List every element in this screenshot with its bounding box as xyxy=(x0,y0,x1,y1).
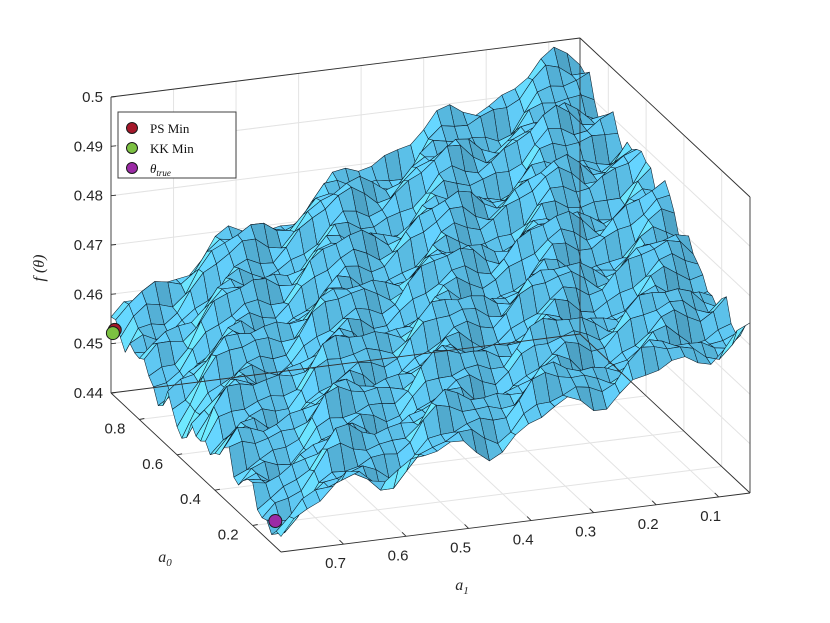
axis-edge xyxy=(280,492,751,553)
y-tick-mark xyxy=(214,488,220,491)
x-tick-label: 0.7 xyxy=(325,555,346,572)
tick-labels: 0.44 0.45 0.46 0.47 0.48 0.49 0.5 0.2 0.4 0.6 0.8 0… xyxy=(74,89,721,572)
z-tick-label: 0.5 xyxy=(82,89,103,106)
legend-marker xyxy=(126,142,138,154)
grid-line-y-floor xyxy=(252,466,722,526)
x-tick-mark xyxy=(401,531,407,537)
z-tick-label: 0.49 xyxy=(74,138,103,155)
x-tick-label: 0.5 xyxy=(450,539,471,556)
z-tick-mark xyxy=(110,342,117,345)
x-tick-mark xyxy=(589,508,594,513)
x-tick-mark xyxy=(464,524,469,529)
x-tick-label: 0.1 xyxy=(700,508,721,525)
surface-patch xyxy=(276,516,295,537)
x-tick-mark xyxy=(714,492,720,498)
legend-label: KK Min xyxy=(150,141,194,156)
marker-points xyxy=(105,322,283,529)
x-tick-mark xyxy=(526,516,532,521)
axis-edge xyxy=(579,37,751,198)
axis-edge xyxy=(110,37,581,98)
y-tick-label: 0.4 xyxy=(180,491,201,508)
z-tick-label: 0.47 xyxy=(74,237,103,254)
z-tick-mark xyxy=(110,244,117,246)
z-tick-mark xyxy=(110,392,117,394)
x-tick-label: 0.2 xyxy=(638,516,659,533)
axes-box xyxy=(110,37,751,553)
z-tick-mark xyxy=(110,96,117,98)
legend-label: PS Min xyxy=(150,121,190,136)
point-kk-min xyxy=(105,326,120,341)
legend: PS Min KK Min θtrue xyxy=(117,111,237,179)
z-tick-mark xyxy=(110,293,117,295)
legend-label: θtrue xyxy=(150,161,171,178)
x-tick-label: 0.4 xyxy=(513,532,534,549)
axis-edge xyxy=(579,333,751,494)
z-tick-mark xyxy=(110,194,117,197)
y-tick-label: 0.8 xyxy=(104,421,125,438)
z-tick-mark xyxy=(110,145,117,147)
y-tick-label: 0.2 xyxy=(218,527,239,544)
point--true xyxy=(268,514,283,529)
z-tick-label: 0.48 xyxy=(74,188,103,205)
legend-marker xyxy=(126,122,138,134)
x-tick-mark xyxy=(339,539,344,545)
legend-marker xyxy=(126,162,138,174)
x-axis-label: a1 xyxy=(455,577,469,597)
x-tick-label: 0.3 xyxy=(575,524,596,541)
y-tick-mark xyxy=(177,453,183,456)
x-tick-mark xyxy=(651,500,657,506)
y-axis-label: a0 xyxy=(158,549,172,569)
z-axis-label: f (θ) xyxy=(31,255,48,282)
surface-layer xyxy=(110,46,751,537)
z-tick-label: 0.44 xyxy=(74,385,103,402)
y-tick-label: 0.6 xyxy=(142,456,163,473)
z-tick-label: 0.45 xyxy=(74,336,103,353)
axis-edge xyxy=(110,333,581,394)
y-tick-mark xyxy=(139,418,145,420)
x-tick-label: 0.6 xyxy=(388,547,409,564)
z-tick-label: 0.46 xyxy=(74,286,103,303)
y-tick-mark xyxy=(252,524,258,526)
